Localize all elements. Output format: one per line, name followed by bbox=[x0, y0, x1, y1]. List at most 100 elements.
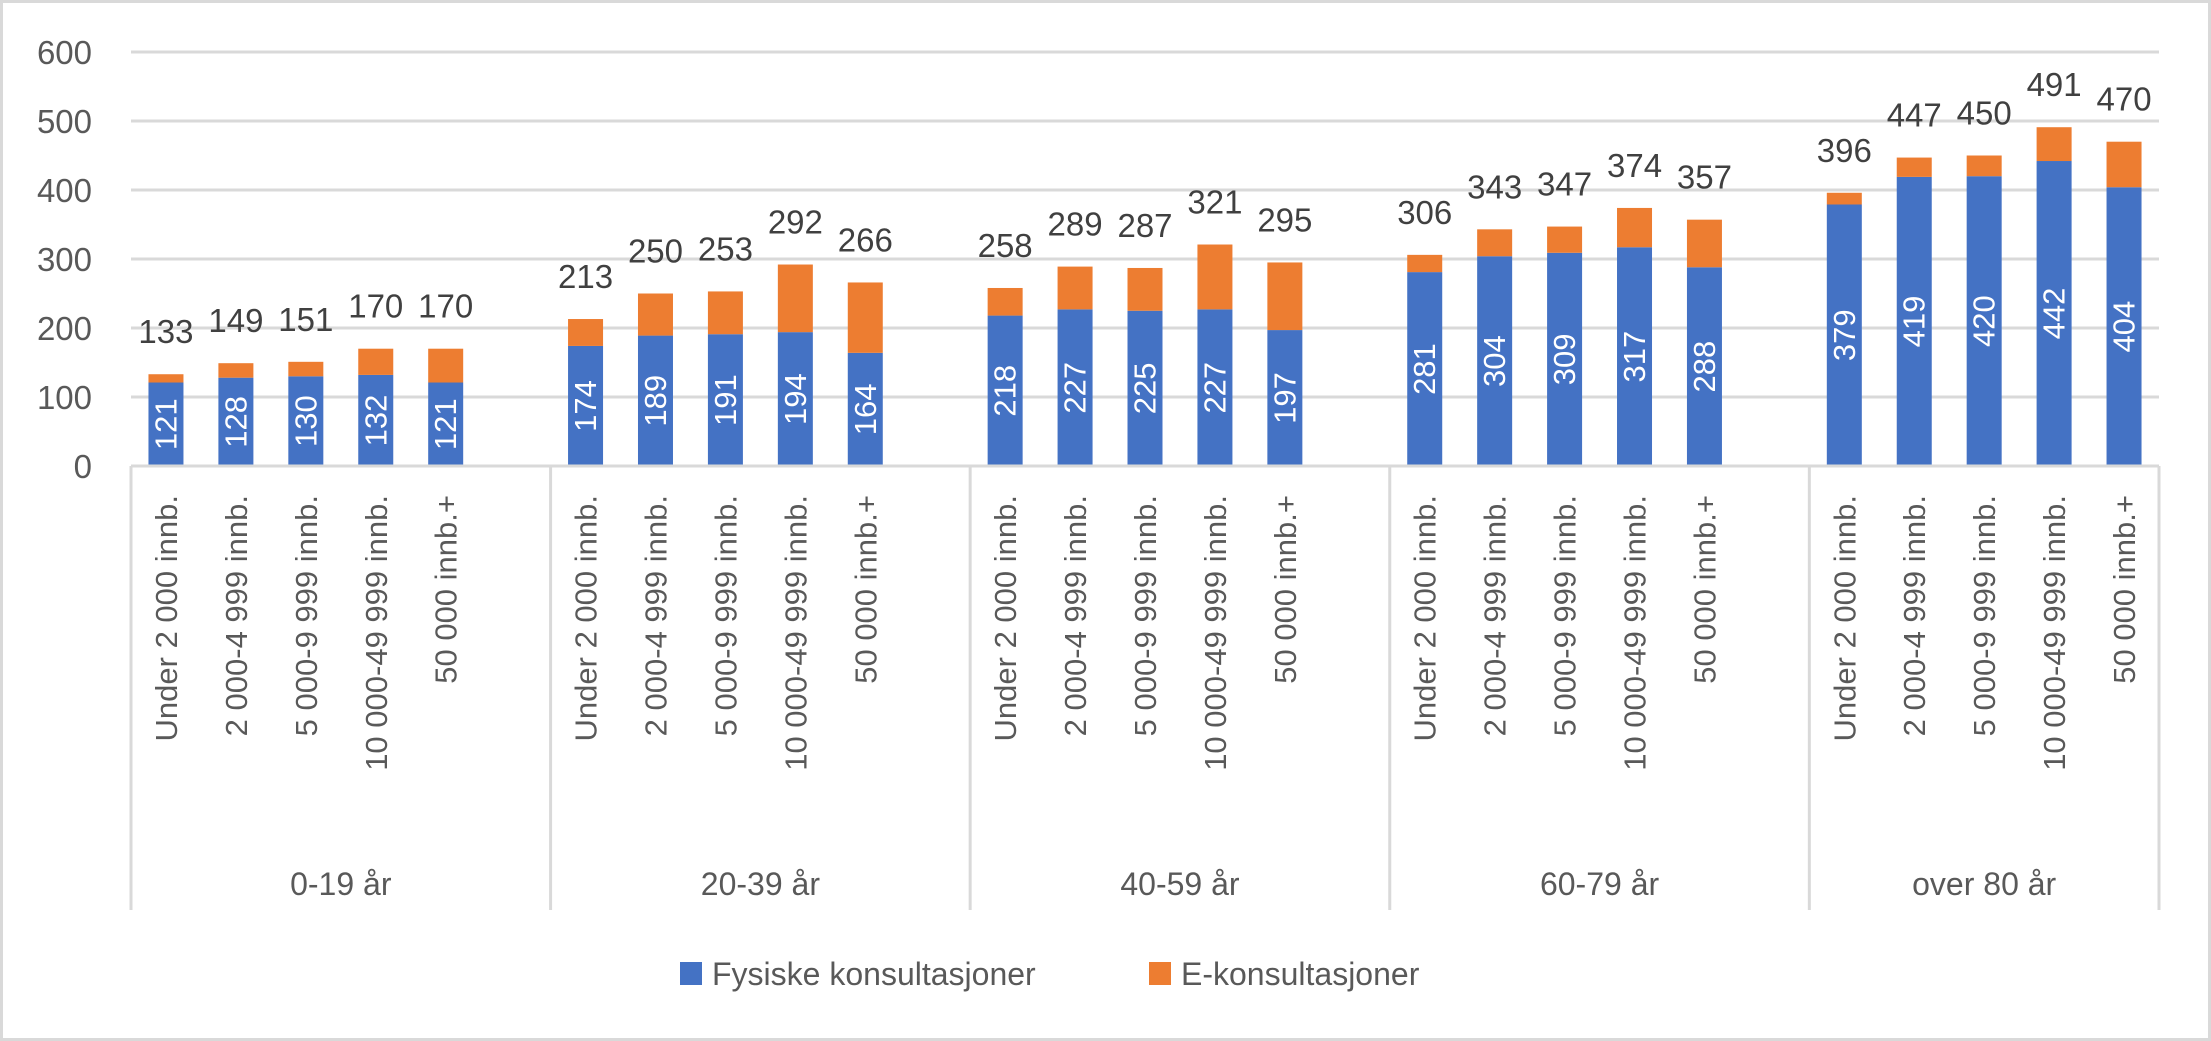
bar-e-konsultasjoner bbox=[1966, 155, 2002, 177]
bar-fysiske bbox=[1686, 267, 1722, 466]
data-label-total: 396 bbox=[1817, 132, 1872, 169]
legend-label: E-konsultasjoner bbox=[1181, 956, 1420, 992]
y-axis: 0 100 200 300 400 500 600 bbox=[37, 34, 92, 485]
bar-e-konsultasjoner bbox=[218, 363, 254, 378]
data-label-fysiske: 174 bbox=[568, 380, 603, 432]
data-label-fysiske: 121 bbox=[148, 398, 183, 450]
x-category-label: 50 000 innb.+ bbox=[2107, 495, 2142, 684]
bars bbox=[148, 127, 2142, 467]
bar-fysiske bbox=[2036, 161, 2072, 466]
data-label-total: 357 bbox=[1677, 159, 1732, 196]
bar-e-konsultasjoner bbox=[568, 319, 604, 346]
x-category-label: 50 000 innb.+ bbox=[429, 495, 464, 684]
legend-swatch bbox=[680, 962, 702, 985]
data-label-fysiske: 288 bbox=[1687, 341, 1722, 393]
x-group-label: 0-19 år bbox=[290, 866, 392, 902]
data-label-fysiske: 379 bbox=[1827, 309, 1862, 361]
y-tick-label: 500 bbox=[37, 103, 92, 140]
legend: Fysiske konsultasjoner E-konsultasjoner bbox=[680, 956, 1420, 992]
y-tick-label: 100 bbox=[37, 379, 92, 416]
data-label-fysiske: 281 bbox=[1407, 343, 1442, 395]
bar-fysiske bbox=[1896, 176, 1932, 466]
y-tick-label: 0 bbox=[74, 448, 92, 485]
x-category-label: Under 2 000 innb. bbox=[1827, 495, 1862, 741]
data-label-fysiske: 404 bbox=[2107, 301, 2142, 353]
x-category-label: 10 000-49 999 innb. bbox=[1618, 495, 1653, 771]
x-category-label: 50 000 innb.+ bbox=[1687, 495, 1722, 684]
x-category-label: 5 000-9 999 innb. bbox=[1128, 495, 1163, 736]
legend-swatch bbox=[1149, 962, 1171, 985]
bar-e-konsultasjoner bbox=[2036, 127, 2072, 162]
bar-e-konsultasjoner bbox=[1617, 207, 1653, 248]
bar-e-konsultasjoner bbox=[1267, 262, 1303, 331]
data-label-total: 306 bbox=[1397, 194, 1452, 231]
bar-e-konsultasjoner bbox=[428, 348, 464, 383]
bar-fysiske bbox=[218, 377, 254, 466]
x-category-label: 10 000-49 999 innb. bbox=[2037, 495, 2072, 771]
x-category-label: Under 2 000 innb. bbox=[569, 495, 604, 741]
x-category-label: 50 000 innb.+ bbox=[848, 495, 883, 684]
data-label-fysiske: 191 bbox=[708, 374, 743, 426]
x-category-label: Under 2 000 innb. bbox=[1408, 495, 1443, 741]
data-label-fysiske: 317 bbox=[1617, 331, 1652, 383]
data-label-total: 295 bbox=[1257, 201, 1312, 238]
bar-fysiske bbox=[637, 335, 673, 466]
bar-fysiske bbox=[1127, 310, 1163, 466]
data-label-fysiske: 218 bbox=[988, 365, 1023, 417]
bar-fysiske bbox=[847, 352, 883, 466]
data-label-fysiske: 189 bbox=[638, 375, 673, 427]
bar-e-konsultasjoner bbox=[637, 293, 673, 336]
bar-e-konsultasjoner bbox=[1407, 254, 1443, 273]
data-label-total: 343 bbox=[1467, 168, 1522, 205]
x-category-label: 5 000-9 999 innb. bbox=[289, 495, 324, 736]
x-category-label: Under 2 000 innb. bbox=[988, 495, 1023, 741]
x-group-label: 60-79 år bbox=[1540, 866, 1660, 902]
data-label-total: 149 bbox=[208, 302, 263, 339]
data-label-total: 266 bbox=[838, 221, 893, 258]
bar-fysiske bbox=[2106, 187, 2142, 467]
bar-e-konsultasjoner bbox=[847, 282, 883, 353]
data-label-total: 213 bbox=[558, 258, 613, 295]
data-label-total: 447 bbox=[1887, 97, 1942, 134]
x-category-label: 10 000-49 999 innb. bbox=[1198, 495, 1233, 771]
bar-fysiske bbox=[707, 334, 743, 466]
bar-fysiske bbox=[568, 345, 604, 466]
x-category-label: 2 000-4 999 innb. bbox=[219, 495, 254, 736]
y-tick-label: 400 bbox=[37, 172, 92, 209]
x-group-label: over 80 år bbox=[1912, 866, 2056, 902]
data-label-fysiske: 197 bbox=[1267, 372, 1302, 424]
bar-fysiske bbox=[288, 376, 324, 466]
data-label-total: 287 bbox=[1117, 207, 1172, 244]
bar-e-konsultasjoner bbox=[707, 291, 743, 335]
bar-e-konsultasjoner bbox=[1197, 244, 1233, 310]
data-label-total: 491 bbox=[2027, 66, 2082, 103]
x-category-label: 10 000-49 999 innb. bbox=[778, 495, 813, 771]
data-label-total: 250 bbox=[628, 233, 683, 270]
bar-e-konsultasjoner bbox=[1057, 266, 1093, 310]
y-tick-label: 200 bbox=[37, 310, 92, 347]
data-label-fysiske: 309 bbox=[1547, 334, 1582, 386]
bar-e-konsultasjoner bbox=[1826, 192, 1862, 205]
x-category-label: 2 000-4 999 innb. bbox=[1478, 495, 1513, 736]
y-tick-label: 300 bbox=[37, 241, 92, 278]
bar-e-konsultasjoner bbox=[2106, 141, 2142, 188]
x-category-label: 5 000-9 999 innb. bbox=[1967, 495, 2002, 736]
data-label-fysiske: 227 bbox=[1197, 362, 1232, 414]
bar-e-konsultasjoner bbox=[1686, 219, 1722, 268]
data-label-total: 289 bbox=[1048, 206, 1103, 243]
data-label-total: 470 bbox=[2097, 81, 2152, 118]
x-category-label: 50 000 innb.+ bbox=[1268, 495, 1303, 684]
x-category-label: 2 000-4 999 innb. bbox=[638, 495, 673, 736]
x-group-label: 20-39 år bbox=[701, 866, 821, 902]
bar-fysiske bbox=[1547, 252, 1583, 466]
data-label-total: 292 bbox=[768, 204, 823, 241]
data-label-fysiske: 420 bbox=[1967, 295, 2002, 347]
data-label-fysiske: 130 bbox=[288, 395, 323, 447]
legend-label: Fysiske konsultasjoner bbox=[712, 956, 1036, 992]
data-label-total: 347 bbox=[1537, 166, 1592, 203]
bar-fysiske bbox=[1617, 247, 1653, 466]
bar-fysiske bbox=[428, 382, 464, 466]
bar-e-konsultasjoner bbox=[987, 287, 1023, 316]
